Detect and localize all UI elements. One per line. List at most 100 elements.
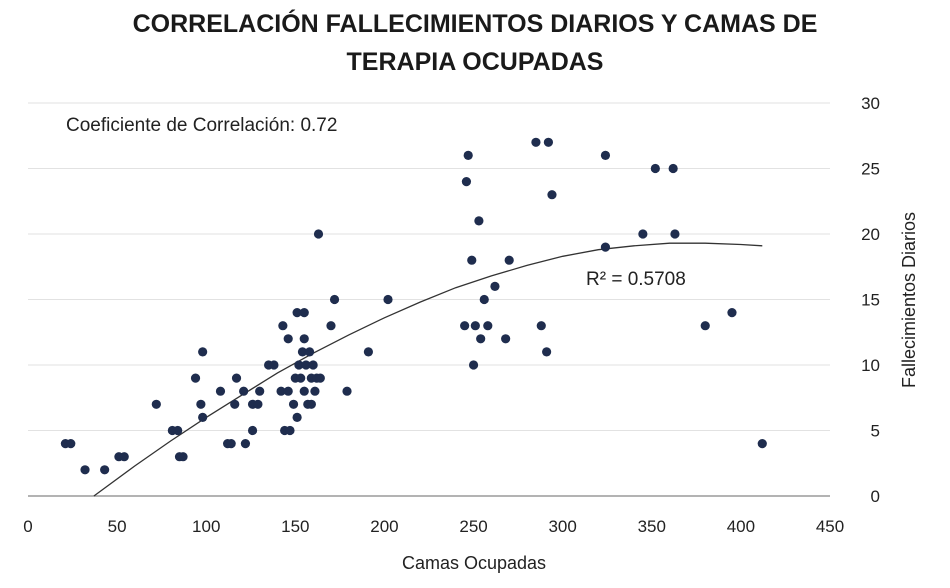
data-point	[239, 386, 249, 396]
data-point	[467, 255, 477, 265]
gridlines	[28, 102, 830, 497]
data-point	[383, 294, 393, 305]
data-point	[490, 281, 500, 291]
data-point	[100, 465, 110, 475]
data-point	[240, 439, 251, 449]
data-point	[700, 321, 710, 331]
data-point	[247, 425, 258, 436]
y-tick-label: 5	[871, 422, 880, 441]
data-point	[543, 137, 554, 147]
data-point	[196, 399, 206, 409]
data-point	[461, 177, 472, 187]
data-point	[285, 425, 295, 436]
r-squared-annotation: R² = 0.5708	[586, 269, 686, 290]
data-point	[230, 399, 240, 409]
data-point	[178, 452, 188, 462]
data-point	[198, 347, 208, 357]
data-point	[276, 386, 286, 396]
data-point	[283, 334, 293, 344]
data-point	[304, 347, 315, 357]
x-tick-label: 300	[548, 517, 576, 536]
data-point	[253, 399, 263, 409]
data-point	[215, 386, 226, 396]
x-tick-label: 150	[281, 517, 309, 536]
x-tick-label: 100	[192, 517, 220, 536]
data-point	[536, 321, 546, 331]
data-point	[363, 347, 374, 357]
data-point	[600, 242, 611, 252]
data-point	[198, 412, 208, 422]
trendline-group	[93, 242, 763, 497]
data-point	[313, 229, 324, 239]
data-point	[470, 321, 480, 331]
data-point	[474, 216, 484, 226]
data-point	[151, 399, 161, 409]
y-axis-ticks: 0 5 10 15 20 25 30	[861, 94, 880, 506]
x-tick-label: 200	[370, 517, 398, 536]
x-axis-ticks: 0 50 100 150 200 250 300 350 400 450	[23, 517, 844, 536]
data-point	[269, 360, 279, 370]
data-point	[299, 334, 309, 344]
data-point	[547, 190, 557, 200]
data-point	[542, 347, 552, 357]
x-tick-label: 400	[727, 517, 755, 536]
data-point	[119, 452, 129, 462]
data-point	[283, 386, 293, 396]
data-point	[301, 360, 311, 370]
data-point	[504, 255, 514, 265]
y-axis-label: Fallecimientos Diarios	[899, 212, 919, 388]
chart-title-line-2: TERAPIA OCUPADAS	[347, 48, 604, 76]
x-tick-label: 250	[459, 517, 487, 536]
data-point	[326, 321, 336, 331]
data-point	[292, 412, 302, 422]
y-tick-label: 25	[861, 160, 880, 179]
data-point	[638, 229, 648, 239]
data-point	[463, 150, 473, 160]
data-point	[299, 308, 309, 318]
data-point	[306, 399, 316, 409]
data-point	[757, 439, 767, 449]
data-point	[483, 321, 493, 331]
data-point	[460, 321, 470, 331]
data-point	[479, 294, 489, 305]
data-point	[288, 399, 299, 409]
data-point	[296, 373, 306, 383]
chart-title-line-1: CORRELACIÓN FALLECIMIENTOS DIARIOS Y CAM…	[133, 8, 818, 38]
y-tick-label: 0	[871, 487, 880, 506]
y-tick-label: 10	[861, 356, 880, 375]
x-tick-label: 50	[108, 517, 127, 536]
data-point	[315, 373, 325, 383]
data-point	[308, 360, 318, 370]
correlation-annotation: Coeficiente de Correlación: 0.72	[66, 115, 337, 136]
data-point	[727, 308, 737, 318]
data-point	[80, 465, 90, 475]
data-point	[468, 360, 479, 370]
data-point	[278, 321, 288, 331]
data-point	[668, 163, 678, 174]
data-point	[231, 373, 242, 383]
data-point	[292, 308, 302, 318]
data-point	[297, 347, 308, 357]
data-point	[310, 386, 320, 396]
x-tick-label: 350	[638, 517, 666, 536]
data-point	[600, 150, 611, 160]
y-tick-label: 30	[861, 94, 880, 113]
y-tick-label: 20	[861, 225, 880, 244]
data-point	[329, 294, 340, 305]
x-tick-label: 450	[816, 517, 844, 536]
data-point	[342, 386, 352, 396]
data-point	[66, 439, 76, 449]
data-point	[173, 425, 183, 436]
trendline	[93, 242, 763, 497]
data-point	[531, 137, 541, 147]
data-point	[670, 229, 680, 239]
y-tick-label: 15	[861, 291, 880, 310]
data-point	[294, 360, 304, 370]
data-points	[60, 137, 767, 475]
data-point	[299, 386, 309, 396]
x-tick-label: 0	[23, 517, 32, 536]
x-axis-label: Camas Ocupadas	[402, 553, 546, 573]
data-point	[501, 334, 511, 344]
data-point	[190, 373, 201, 383]
